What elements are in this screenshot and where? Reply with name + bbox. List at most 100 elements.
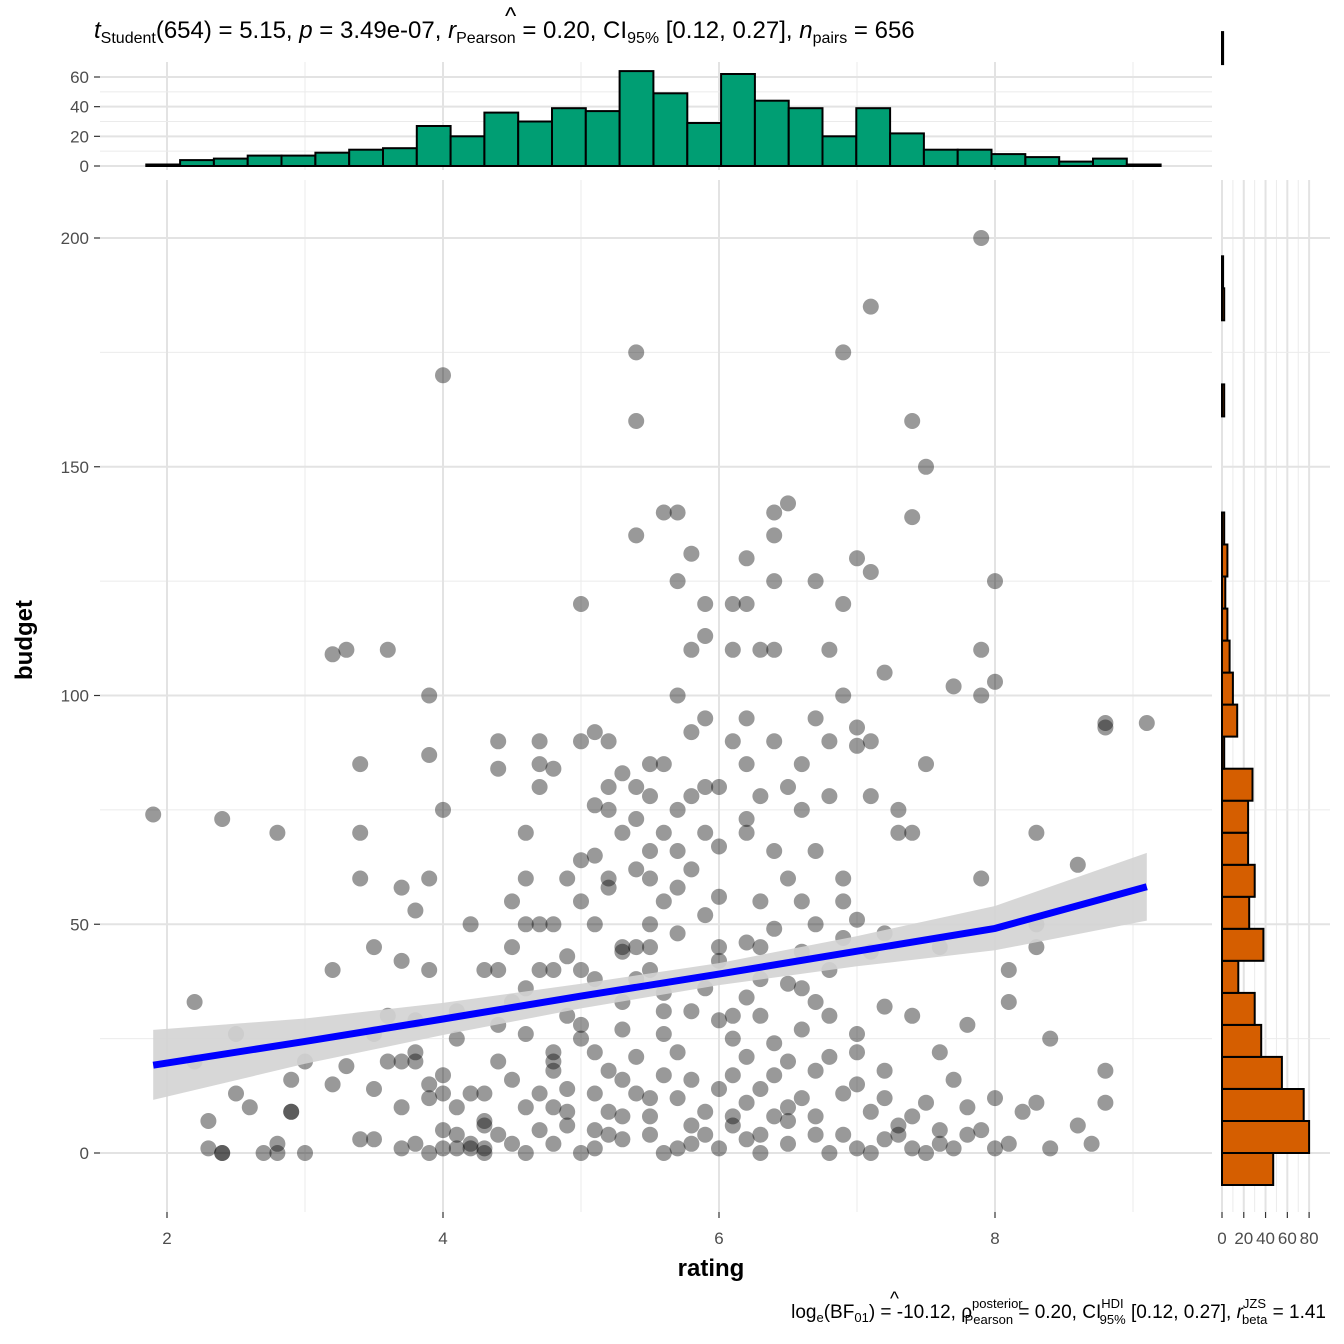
scatter-point [545,1044,562,1061]
top-histogram-bar [1125,163,1162,167]
scatter-point [642,788,658,805]
scatter-point [793,893,810,910]
caption-bf-subscript: 01 [854,1310,868,1325]
caption-hdi-subscript: 95% [1100,1312,1126,1327]
scatter-point [600,870,617,887]
scatter-point [545,916,562,933]
scatter-point [1000,962,1017,978]
scatter-point [807,1126,824,1143]
scatter-point [835,596,852,612]
top-hist-tick-label: 0 [80,157,89,176]
scatter-point [642,939,658,956]
scatter-point [766,920,783,937]
scatter-point [780,1099,796,1116]
scatter-point [490,733,507,750]
y-tick-label: 200 [61,229,89,248]
top-histogram-bar [821,135,858,168]
scatter-point [724,596,741,612]
top-histogram-bar [720,73,756,167]
scatter-point [738,934,755,951]
scatter-point [655,1003,672,1020]
caption-rho-symbol: ρ [961,1302,972,1323]
scatter-point [366,1081,382,1097]
chart-caption: loge(BF01) = -10.12, ρposterior Pearson =… [791,1296,1326,1327]
scatter-point [987,573,1003,590]
scatter-point [655,893,672,910]
x-tick-label: 8 [990,1229,999,1248]
scatter-point [573,733,589,750]
top-histogram-bar [753,99,790,167]
scatter-point [628,861,645,878]
scatter-point [407,1044,424,1061]
scatter-point [835,870,852,887]
scatter-point [849,1044,865,1061]
scatter-point [297,1145,313,1161]
scatter-point [738,811,755,827]
scatter-point [876,1090,893,1107]
scatter-point [683,861,700,878]
title-n-value: = 656 [847,17,914,44]
side-histogram-bar [1221,1055,1283,1090]
scatter-point [862,564,879,580]
scatter-point [987,1090,1003,1107]
scatter-point [435,1122,451,1139]
scatter-point [200,1113,217,1129]
top-histogram-bar [314,151,351,167]
scatter-point [269,1145,286,1161]
scatter-point [987,1140,1003,1157]
scatter-point [766,843,783,859]
title-ci-value: [0.12, 0.27], [659,17,799,44]
scatter-point [780,1053,796,1070]
scatter-point [697,779,714,795]
scatter-point [642,1108,658,1125]
scatter-point [214,1145,231,1161]
scatter-point [421,962,438,978]
side-histogram-bar [1221,735,1226,770]
regression-line [152,883,1148,1069]
scatter-point [849,550,865,567]
scatter-point [145,806,162,823]
top-histogram-bar [280,154,317,168]
y-tick-label: 100 [61,687,89,706]
scatter-point [904,824,921,841]
scatter-point [517,1099,534,1116]
scatter-point [766,1108,783,1125]
scatter-point [738,550,755,567]
y-axis-title: budget [11,600,38,680]
scatter-point [504,893,520,910]
scatter-point [490,962,507,978]
scatter-point [421,747,438,763]
scatter-point [683,788,700,805]
scatter-point [711,1012,727,1029]
scatter-point [1042,1030,1059,1047]
scatter-point [724,641,741,658]
scatter-point [697,628,714,644]
scatter-point [614,943,631,960]
scatter-point [655,756,672,773]
scatter-point [545,1135,562,1152]
scatter-point [366,1131,382,1148]
scatter-point [862,1103,879,1120]
scatter-point [752,1145,769,1161]
scatter-point [655,1145,672,1161]
top-histogram-panel: 0 20 40 60 [70,62,1212,176]
scatter-point [269,1135,286,1152]
scatter-point [1097,1094,1114,1111]
scatter-point [931,1135,948,1152]
scatter-point [890,1126,907,1143]
top-histogram-bar [551,107,587,167]
title-n-symbol: n [799,17,812,44]
scatter-point [186,994,203,1010]
scatter-panel: 2 4 6 8 0 50 100 150 200 [61,180,1212,1248]
title-ci-subscript: 95% [627,30,659,47]
scatter-point [241,1099,258,1116]
side-histogram-bar [1221,703,1239,738]
scatter-point [642,1090,658,1107]
scatter-point [517,916,534,933]
scatter-point [435,367,451,384]
scatter-point [490,760,507,777]
scatter-point [324,646,341,663]
scatter-point [200,1140,217,1157]
scatter-point [393,1140,410,1157]
scatter-point [655,1026,672,1042]
